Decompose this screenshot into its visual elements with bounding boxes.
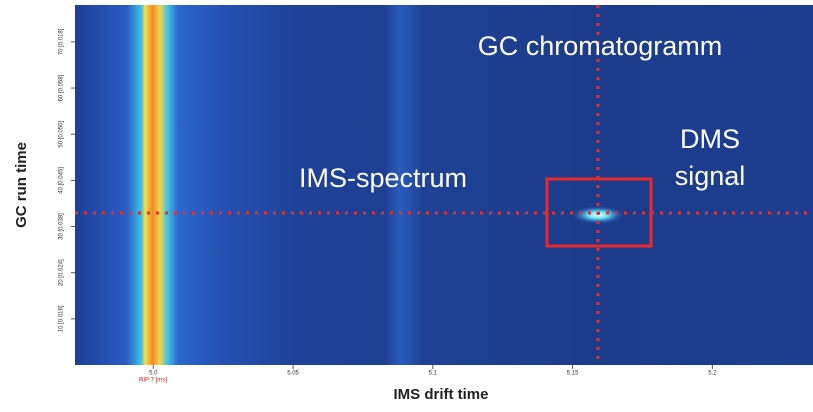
annotation: GC chromatogramm [478,31,723,61]
rip-label: RIP 7 [ms] [139,378,167,384]
y-tick-label: 60 [0.058] [59,74,65,101]
y-tick-label: 70 [0.018] [59,28,65,55]
annotation: IMS-spectrum [299,163,467,193]
y-tick-label: 50 [0.050] [59,121,65,148]
y-tick-label: 40 [0.045] [59,167,65,194]
heatmap [75,5,813,365]
x-tick-label: 5.05 [287,371,299,377]
y-axis-label: GC run time [13,142,30,228]
x-tick-label: 5.0 [149,371,158,377]
x-axis-label: IMS drift time [393,386,488,403]
x-tick-label: 5.2 [708,371,717,377]
y-tick-label: 20 [0.024] [59,259,65,286]
y-tick-label: 30 [0.038] [59,213,65,240]
x-tick-label: 5.1 [429,371,438,377]
annotation: signal [675,161,746,191]
dms-box [545,177,653,248]
annotation: DMS [680,124,740,154]
x-tick-label: 5.15 [567,371,579,377]
y-tick-label: 10 [0.016] [59,305,65,332]
